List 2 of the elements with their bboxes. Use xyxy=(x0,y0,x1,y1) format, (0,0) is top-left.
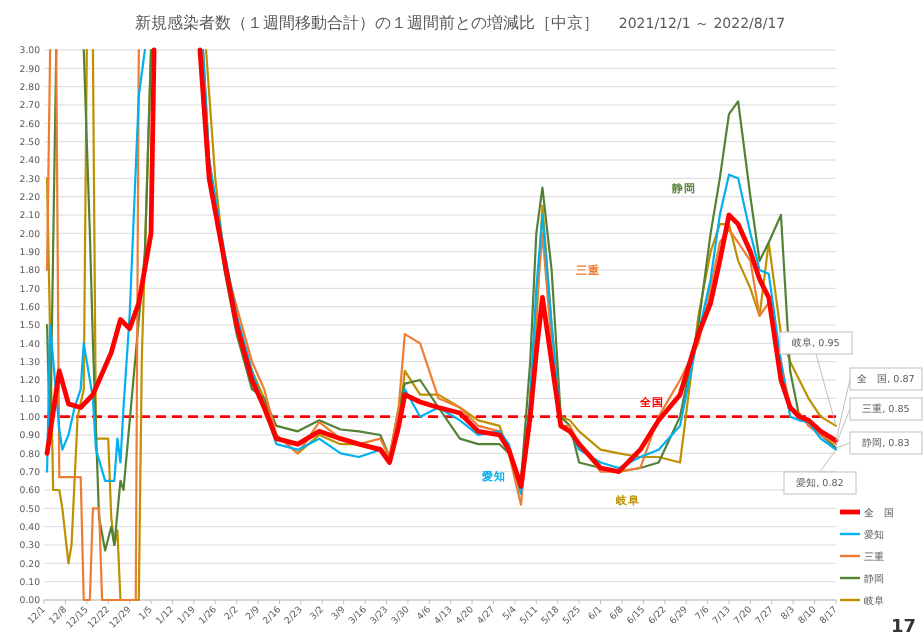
chart-title: 新規感染者数（１週間移動合計）の１週間前との増減比［中京］ xyxy=(134,14,599,32)
text: 17 xyxy=(890,618,916,638)
